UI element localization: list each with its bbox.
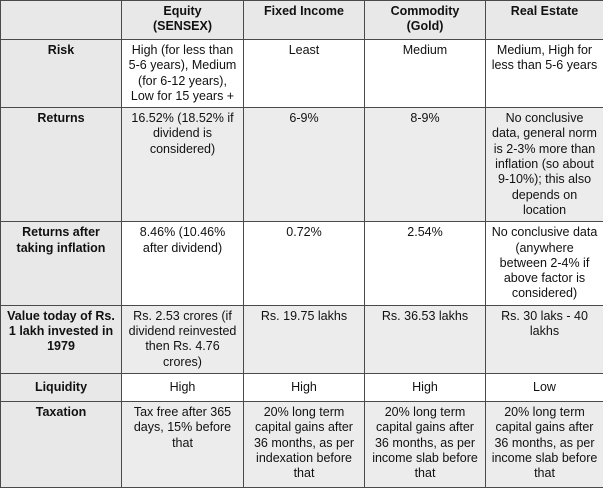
row-label-liquidity: Liquidity — [0, 372, 122, 402]
cell-returns-commodity: 8-9% — [364, 107, 486, 223]
cell-value-real-estate: Rs. 30 laks - 40 lakhs — [485, 304, 603, 374]
cell-liquidity-equity: High — [121, 372, 244, 402]
cell-risk-fixed-income: Least — [243, 38, 365, 109]
cell-risk-equity: High (for less than 5-6 years), Medium (… — [121, 38, 244, 109]
cell-inflation-commodity: 2.54% — [364, 221, 486, 306]
row-label-returns: Returns — [0, 107, 122, 223]
cell-inflation-fixed-income: 0.72% — [243, 221, 365, 306]
cell-taxation-fixed-income: 20% long term capital gains after 36 mon… — [243, 400, 365, 488]
cell-taxation-equity: Tax free after 365 days, 15% before that — [121, 400, 244, 488]
row-label-taxation: Taxation — [0, 400, 122, 488]
header-fixed-income: Fixed Income — [243, 0, 365, 40]
cell-risk-commodity: Medium — [364, 38, 486, 109]
cell-liquidity-real-estate: Low — [485, 372, 603, 402]
cell-returns-fixed-income: 6-9% — [243, 107, 365, 223]
header-equity-label: Equity (SENSEX) — [152, 4, 213, 34]
header-corner-cell — [0, 0, 122, 40]
cell-value-equity: Rs. 2.53 crores (if dividend reinvested … — [121, 304, 244, 374]
header-commodity: Commodity (Gold) — [364, 0, 486, 40]
row-label-inflation: Returns after taking inflation — [0, 221, 122, 306]
cell-returns-real-estate: No conclusive data, general norm is 2-3%… — [485, 107, 603, 223]
table-row-value-today: Value today of Rs. 1 lakh invested in 19… — [0, 304, 603, 374]
cell-risk-real-estate: Medium, High for less than 5-6 years — [485, 38, 603, 109]
row-label-risk: Risk — [0, 38, 122, 109]
header-row: Equity (SENSEX) Fixed Income Commodity (… — [0, 0, 603, 40]
cell-taxation-real-estate: 20% long term capital gains after 36 mon… — [485, 400, 603, 488]
header-equity: Equity (SENSEX) — [121, 0, 244, 40]
cell-value-fixed-income: Rs. 19.75 lakhs — [243, 304, 365, 374]
cell-taxation-commodity: 20% long term capital gains after 36 mon… — [364, 400, 486, 488]
cell-liquidity-commodity: High — [364, 372, 486, 402]
cell-returns-equity: 16.52% (18.52% if dividend is considered… — [121, 107, 244, 223]
cell-value-commodity: Rs. 36.53 lakhs — [364, 304, 486, 374]
table-row-taxation: Taxation Tax free after 365 days, 15% be… — [0, 400, 603, 488]
table-row-inflation: Returns after taking inflation 8.46% (10… — [0, 221, 603, 306]
cell-inflation-equity: 8.46% (10.46% after dividend) — [121, 221, 244, 306]
header-commodity-label: Commodity (Gold) — [390, 4, 460, 34]
table-row-returns: Returns 16.52% (18.52% if dividend is co… — [0, 107, 603, 223]
cell-liquidity-fixed-income: High — [243, 372, 365, 402]
header-real-estate: Real Estate — [485, 0, 603, 40]
row-label-value-today: Value today of Rs. 1 lakh invested in 19… — [0, 304, 122, 374]
cell-inflation-real-estate: No conclusive data (anywhere between 2-4… — [485, 221, 603, 306]
table-row-risk: Risk High (for less than 5-6 years), Med… — [0, 38, 603, 109]
table-row-liquidity: Liquidity High High High Low — [0, 372, 603, 402]
